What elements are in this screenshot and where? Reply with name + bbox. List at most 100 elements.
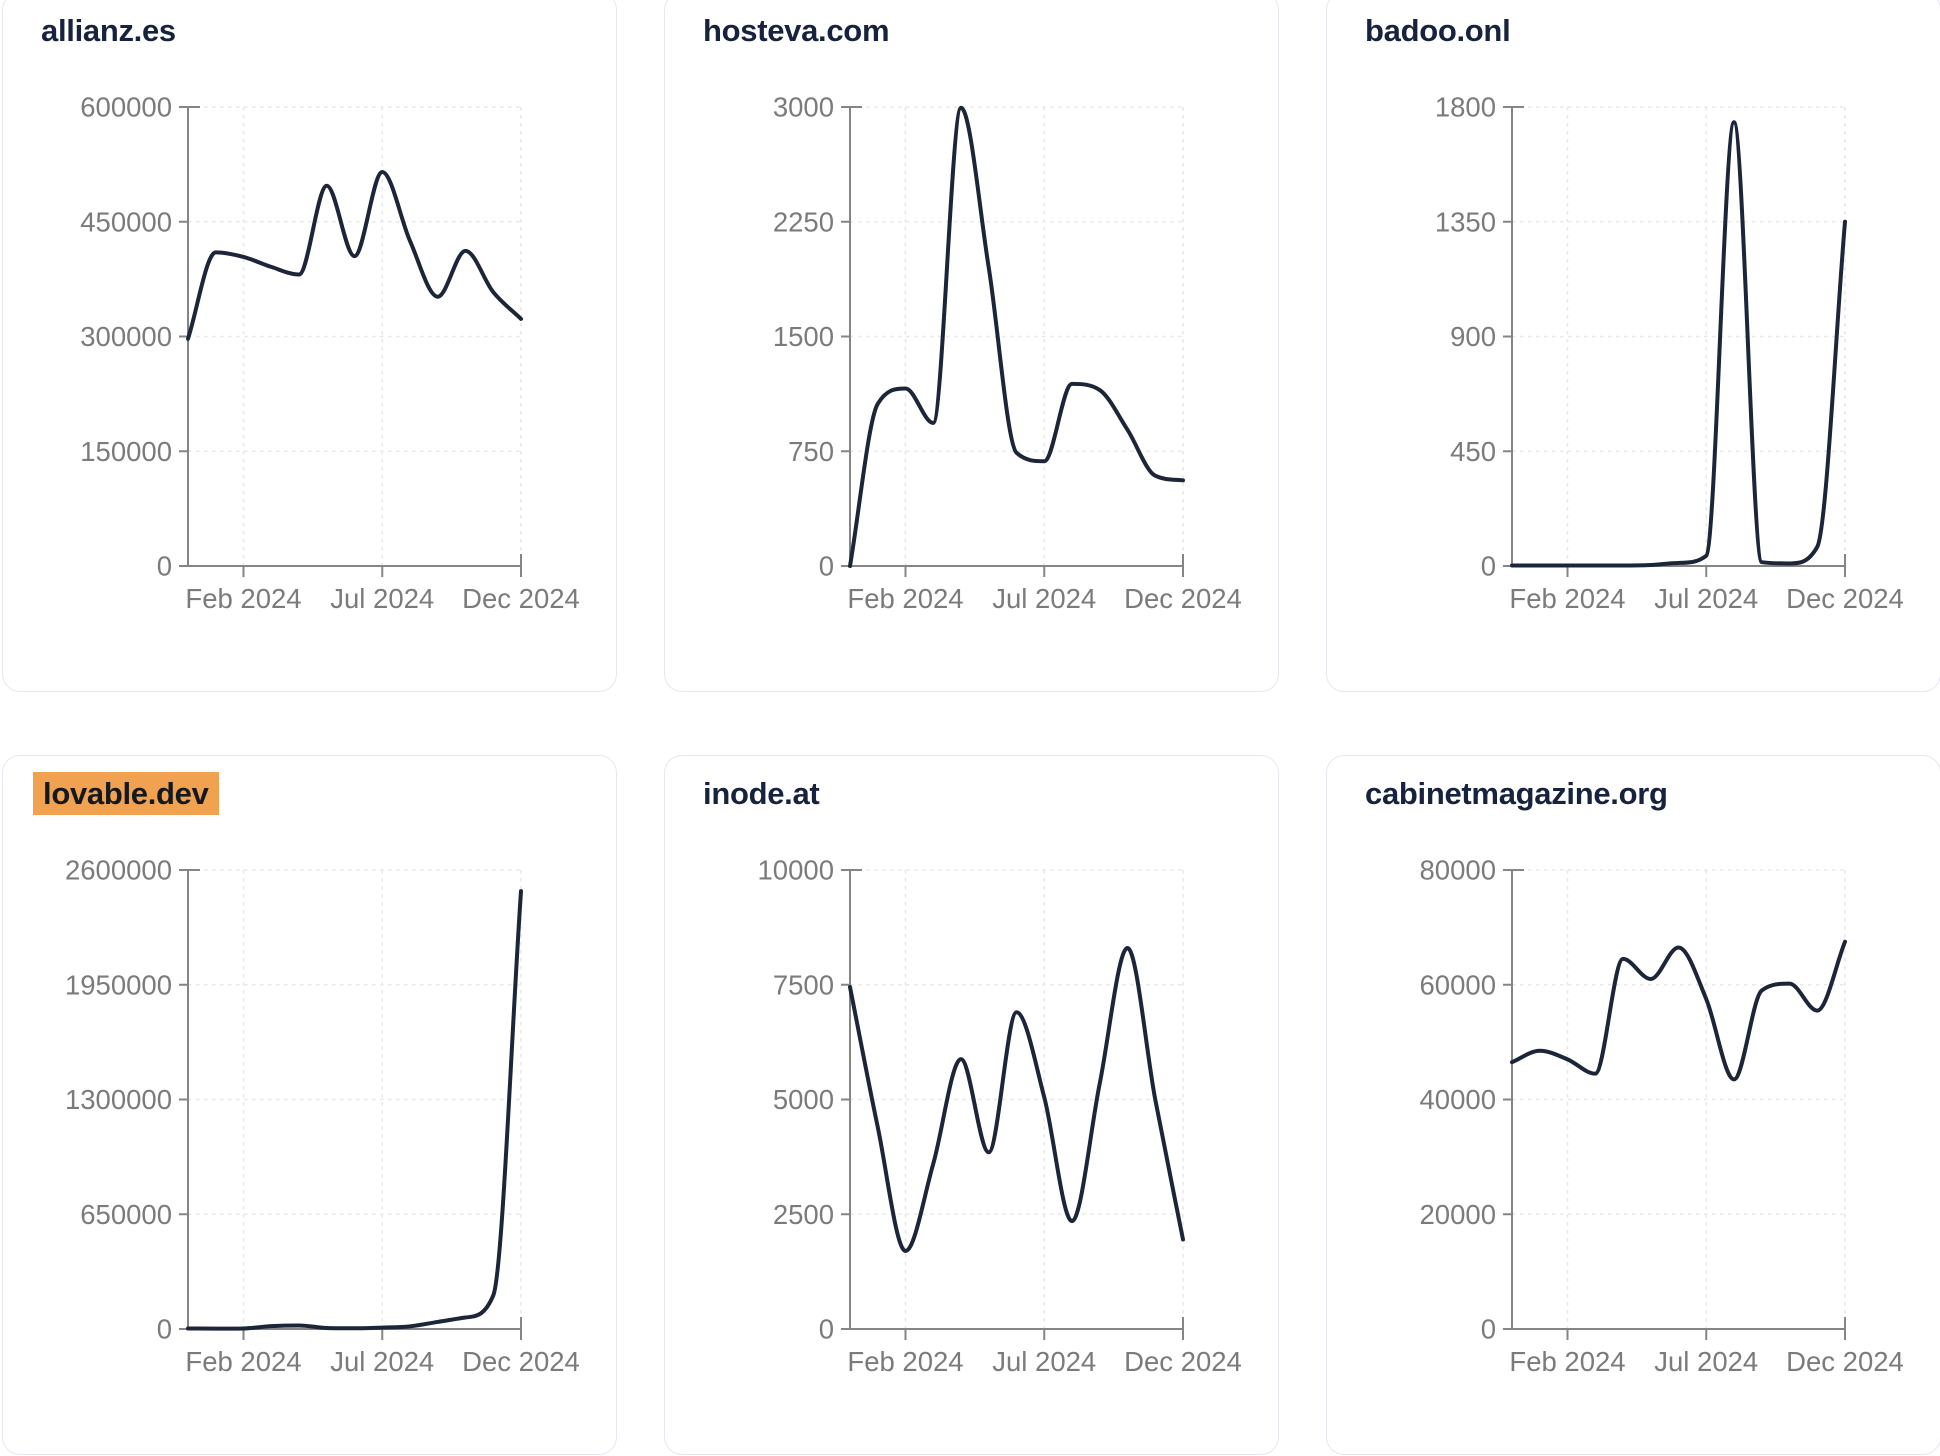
- tick-marks: [1503, 869, 1846, 1340]
- data-line: [186, 170, 523, 341]
- chart-title-text: lovable.dev: [33, 772, 219, 815]
- line-chart: 0 2500 5000 7500 10000 Feb 2024 Jul 2024 Dec 20…: [758, 855, 1242, 1378]
- line-chart: 0 20000 40000 60000 80000 Feb 2024 Jul 2024 Dec…: [1420, 855, 1904, 1378]
- y-axis-labels: 0 750 1500 2250 3000: [773, 92, 834, 582]
- svg-text:Dec 2024: Dec 2024: [1124, 583, 1242, 614]
- chart-title: inode.at: [703, 776, 820, 812]
- svg-text:1800: 1800: [1435, 92, 1496, 123]
- svg-text:650000: 650000: [80, 1199, 172, 1230]
- svg-text:0: 0: [1481, 1314, 1496, 1345]
- svg-text:750: 750: [788, 436, 834, 467]
- svg-text:80000: 80000: [1420, 855, 1496, 886]
- chart-title-text: allianz.es: [41, 13, 176, 48]
- tick-marks: [841, 869, 1184, 1340]
- svg-text:Feb 2024: Feb 2024: [1509, 1346, 1625, 1377]
- y-axis-labels: 0 2500 5000 7500 10000: [758, 855, 834, 1345]
- svg-text:1950000: 1950000: [65, 969, 172, 1000]
- chart-card: hosteva.com 0 750 1500 2250 3000 Feb 2024 Jul …: [664, 0, 1279, 692]
- gridlines: [850, 869, 1184, 1329]
- x-axis-labels: Feb 2024 Jul 2024 Dec 2024: [847, 1346, 1241, 1377]
- chart-card: allianz.es 0 150000 300000 450000 600000 Feb …: [2, 0, 617, 692]
- chart-title-text: cabinetmagazine.org: [1365, 776, 1668, 811]
- svg-text:Jul 2024: Jul 2024: [330, 583, 434, 614]
- svg-text:150000: 150000: [80, 436, 172, 467]
- svg-text:600000: 600000: [80, 92, 172, 123]
- chart-title: cabinetmagazine.org: [1365, 776, 1668, 812]
- svg-text:450000: 450000: [80, 206, 172, 237]
- svg-text:2600000: 2600000: [65, 855, 172, 886]
- svg-text:0: 0: [1481, 551, 1496, 582]
- svg-text:Feb 2024: Feb 2024: [847, 1346, 963, 1377]
- tick-marks: [179, 869, 522, 1340]
- svg-text:2250: 2250: [773, 206, 834, 237]
- x-axis-labels: Feb 2024 Jul 2024 Dec 2024: [847, 583, 1241, 614]
- line-chart: 0 450 900 1350 1800 Feb 2024 Jul 2024 Dec 2024: [1435, 92, 1904, 615]
- svg-text:Feb 2024: Feb 2024: [185, 1346, 301, 1377]
- tick-marks: [1503, 106, 1846, 577]
- svg-text:Dec 2024: Dec 2024: [1124, 1346, 1242, 1377]
- svg-text:1350: 1350: [1435, 206, 1496, 237]
- svg-text:Feb 2024: Feb 2024: [185, 583, 301, 614]
- svg-text:Jul 2024: Jul 2024: [330, 1346, 434, 1377]
- svg-text:Jul 2024: Jul 2024: [1654, 1346, 1758, 1377]
- svg-text:Dec 2024: Dec 2024: [1786, 1346, 1904, 1377]
- data-line: [848, 946, 1185, 1253]
- svg-text:7500: 7500: [773, 969, 834, 1000]
- svg-text:450: 450: [1450, 436, 1496, 467]
- chart-title: lovable.dev: [33, 772, 219, 815]
- line-chart: 0 750 1500 2250 3000 Feb 2024 Jul 2024 Dec 2024: [773, 92, 1242, 615]
- svg-text:Dec 2024: Dec 2024: [462, 1346, 580, 1377]
- tick-marks: [841, 106, 1184, 577]
- chart-card: cabinetmagazine.org 0 20000 40000 60000 8000…: [1326, 755, 1940, 1455]
- chart-card: badoo.onl 0 450 900 1350 1800 Feb 2024 Jul 202…: [1326, 0, 1940, 692]
- chart-title-text: badoo.onl: [1365, 13, 1511, 48]
- data-line: [1510, 120, 1847, 568]
- svg-text:3000: 3000: [773, 92, 834, 123]
- svg-text:Feb 2024: Feb 2024: [1509, 583, 1625, 614]
- y-axis-labels: 0 450 900 1350 1800: [1435, 92, 1496, 582]
- chart-card: inode.at 0 2500 5000 7500 10000 Feb 2024 Jul 2…: [664, 755, 1279, 1455]
- gridlines: [188, 106, 522, 566]
- svg-text:5000: 5000: [773, 1084, 834, 1115]
- svg-text:10000: 10000: [758, 855, 834, 886]
- svg-text:20000: 20000: [1420, 1199, 1496, 1230]
- x-axis-labels: Feb 2024 Jul 2024 Dec 2024: [1509, 583, 1903, 614]
- svg-text:300000: 300000: [80, 321, 172, 352]
- svg-text:900: 900: [1450, 321, 1496, 352]
- y-axis-labels: 0 150000 300000 450000 600000: [80, 92, 172, 582]
- chart-title: allianz.es: [41, 13, 176, 49]
- svg-text:0: 0: [819, 1314, 834, 1345]
- svg-text:Feb 2024: Feb 2024: [847, 583, 963, 614]
- svg-text:60000: 60000: [1420, 969, 1496, 1000]
- gridlines: [1512, 106, 1846, 566]
- y-axis-labels: 0 20000 40000 60000 80000: [1420, 855, 1496, 1345]
- svg-text:0: 0: [819, 551, 834, 582]
- svg-text:Jul 2024: Jul 2024: [1654, 583, 1758, 614]
- svg-text:Jul 2024: Jul 2024: [992, 583, 1096, 614]
- svg-text:0: 0: [157, 1314, 172, 1345]
- x-axis-labels: Feb 2024 Jul 2024 Dec 2024: [185, 583, 579, 614]
- chart-title: badoo.onl: [1365, 13, 1511, 49]
- svg-text:1500: 1500: [773, 321, 834, 352]
- svg-text:Dec 2024: Dec 2024: [462, 583, 580, 614]
- data-line: [1510, 939, 1847, 1082]
- x-axis-labels: Feb 2024 Jul 2024 Dec 2024: [185, 1346, 579, 1377]
- chart-title-text: inode.at: [703, 776, 820, 811]
- x-axis-labels: Feb 2024 Jul 2024 Dec 2024: [1509, 1346, 1903, 1377]
- gridlines: [850, 106, 1184, 566]
- svg-text:0: 0: [157, 551, 172, 582]
- svg-text:2500: 2500: [773, 1199, 834, 1230]
- svg-text:1300000: 1300000: [65, 1084, 172, 1115]
- data-line: [848, 105, 1185, 568]
- line-chart: 0 650000 1300000 1950000 2600000 Feb 2024 Jul …: [65, 855, 580, 1378]
- tick-marks: [179, 106, 522, 577]
- gridlines: [1512, 869, 1846, 1329]
- gridlines: [188, 869, 522, 1329]
- chart-title: hosteva.com: [703, 13, 890, 49]
- svg-text:Dec 2024: Dec 2024: [1786, 583, 1904, 614]
- svg-text:Jul 2024: Jul 2024: [992, 1346, 1096, 1377]
- y-axis-labels: 0 650000 1300000 1950000 2600000: [65, 855, 172, 1345]
- chart-title-text: hosteva.com: [703, 13, 890, 48]
- chart-card: lovable.dev 0 650000 1300000 1950000 2600000…: [2, 755, 617, 1455]
